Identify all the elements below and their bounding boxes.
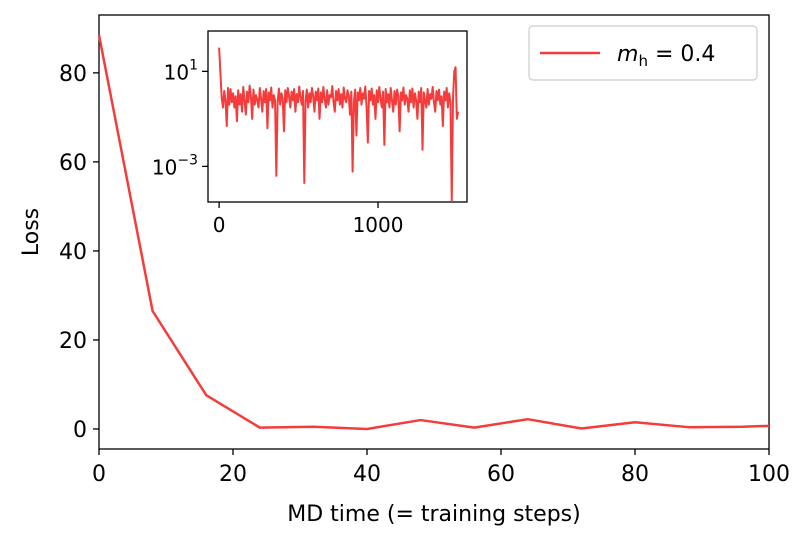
inset-x-tick-label: 0 [213, 213, 226, 237]
inset-plot-frame [207, 30, 468, 203]
y-tick-label: 40 [59, 240, 87, 265]
x-tick-label: 100 [748, 462, 790, 487]
legend-frame [528, 25, 758, 81]
inset-series [218, 47, 460, 202]
x-axis-label: MD time (= training steps) [287, 502, 580, 527]
inset-y-tick-exp: −3 [177, 152, 198, 168]
inset-y-tick-base: 10 [152, 155, 177, 179]
main-series-line [97, 34, 770, 431]
x-tick-label: 0 [92, 462, 106, 487]
legend-var: m [617, 42, 638, 67]
y-axis-label: Loss [19, 208, 44, 256]
legend-rest: = 0.4 [648, 42, 715, 67]
inset-y-tick-label: 101 [164, 57, 198, 84]
main-plot-frame [98, 14, 770, 450]
x-tick-label: 80 [621, 462, 649, 487]
inset-series-line [218, 47, 460, 202]
inset-y-tick-base: 10 [164, 60, 189, 84]
y-tick-label: 60 [59, 151, 87, 176]
y-tick-label: 20 [59, 329, 87, 354]
x-tick-label: 40 [353, 462, 381, 487]
inset-x-tick-label: 1000 [353, 213, 404, 237]
inset-y-tick-label: 10−3 [152, 152, 198, 179]
legend: mh = 0.4 [528, 25, 758, 81]
inset-y-tick-exp: 1 [189, 57, 198, 73]
x-tick-label: 20 [219, 462, 247, 487]
main-x-axis: 0 20 40 60 80 100 [92, 449, 790, 487]
x-tick-label: 60 [487, 462, 515, 487]
y-tick-label: 80 [59, 62, 87, 87]
main-y-axis: 0 20 40 60 80 [59, 62, 99, 443]
legend-label: mh = 0.4 [617, 42, 715, 70]
inset-x-axis: 0 1000 [213, 202, 404, 237]
legend-sub: h [638, 52, 648, 70]
y-tick-label: 0 [73, 418, 87, 443]
main-series [97, 34, 770, 431]
